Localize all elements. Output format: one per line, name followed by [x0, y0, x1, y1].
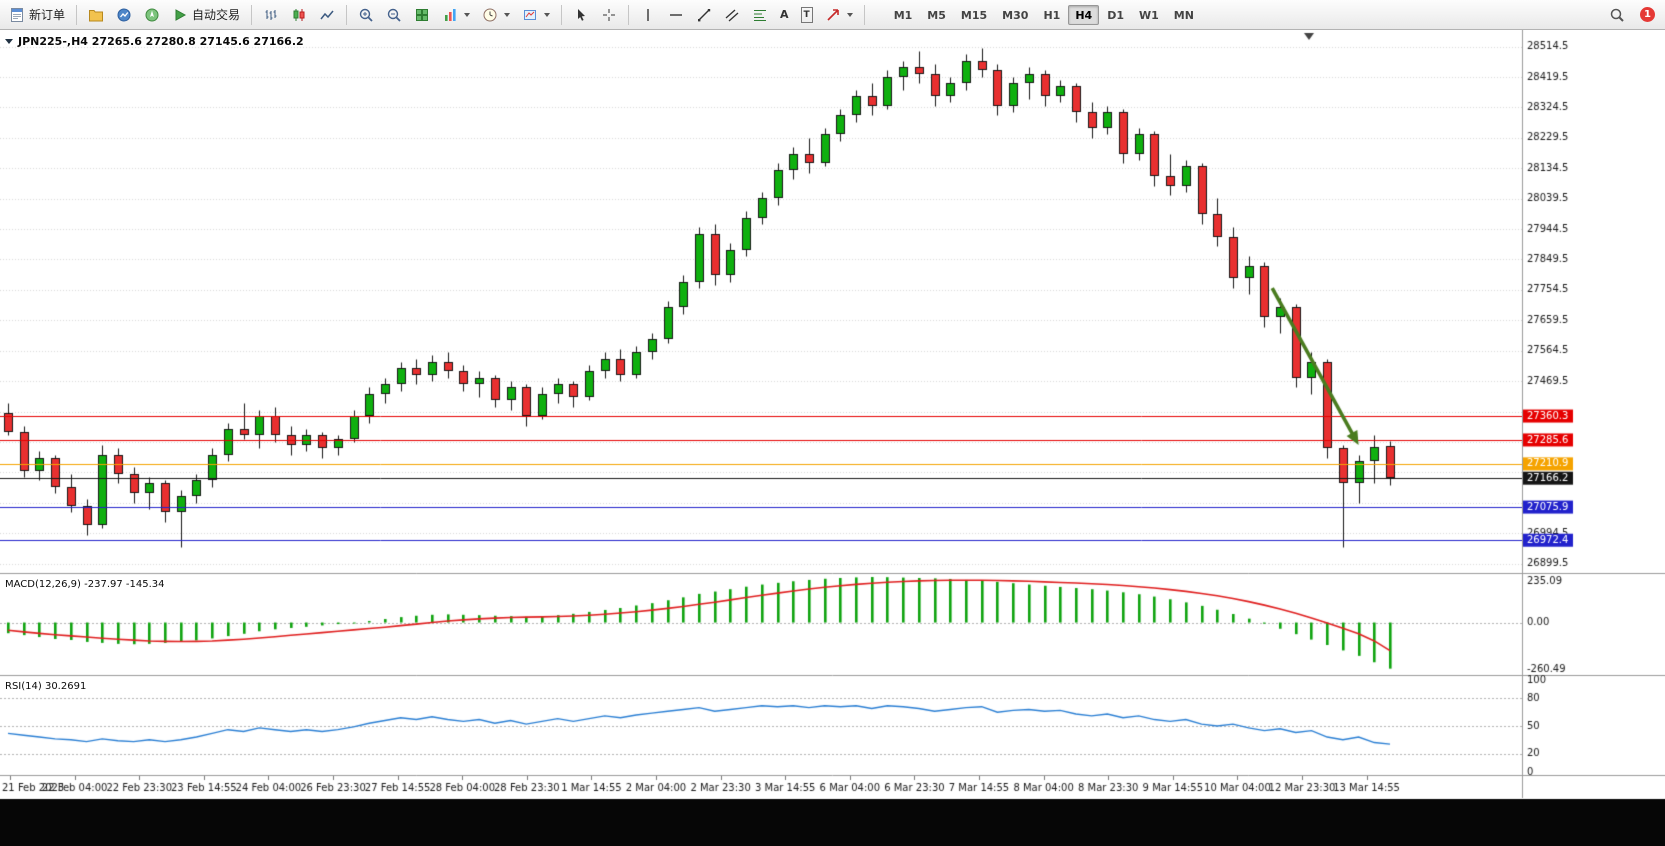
vertical-line-button[interactable]: [635, 3, 661, 26]
market-watch-icon: [117, 8, 131, 21]
timeframe-h4-button[interactable]: H4: [1068, 4, 1100, 25]
text-label-icon: T: [800, 6, 813, 23]
navigator-button[interactable]: [139, 3, 165, 26]
price-chart-canvas[interactable]: [0, 30, 1665, 846]
new-order-label: 新订单: [29, 8, 66, 22]
vertical-line-icon: [647, 8, 649, 21]
periods-button[interactable]: [477, 3, 515, 26]
channel-icon: [725, 9, 739, 21]
bar-chart-button[interactable]: [258, 3, 284, 26]
timeframe-m5-button[interactable]: M5: [927, 8, 946, 22]
template-chart-icon: [524, 9, 537, 20]
auto-trading-label: 自动交易: [192, 8, 241, 22]
horizontal-line-icon: [670, 13, 683, 16]
toolbar-right-cluster: 1: [1604, 3, 1661, 26]
market-watch-button[interactable]: [111, 3, 137, 26]
toolbar-separator: [863, 4, 865, 25]
chart-window: JPN225-,H4 27265.6 27280.8 27145.6 27166…: [0, 30, 1665, 846]
timeframe-m30-button[interactable]: M30: [1002, 8, 1029, 22]
zoom-in-button[interactable]: [353, 3, 379, 26]
clock-icon: [483, 8, 497, 21]
indicators-button[interactable]: [437, 3, 475, 26]
chevron-down-icon: [464, 12, 471, 17]
crosshair-icon: [603, 8, 616, 21]
timeframe-group: M1 M5 M15 M30 H1 H4 D1 W1 MN: [887, 4, 1201, 25]
crosshair-button[interactable]: [596, 3, 622, 26]
chevron-down-icon: [544, 12, 551, 17]
timeframe-w1-button[interactable]: W1: [1138, 8, 1159, 22]
toolbar-separator: [251, 4, 253, 25]
zoom-out-button[interactable]: [381, 3, 407, 26]
trendline-button[interactable]: [691, 3, 717, 26]
text-tool-button[interactable]: A: [775, 3, 794, 26]
trendline-icon: [698, 8, 711, 21]
search-icon: [1610, 8, 1624, 22]
timeframe-h1-button[interactable]: H1: [1043, 8, 1061, 22]
horizontal-line-button[interactable]: [663, 3, 689, 26]
chevron-down-icon: [504, 12, 511, 17]
zoom-out-icon: [387, 8, 401, 22]
timeframe-mn-button[interactable]: MN: [1173, 8, 1194, 22]
tile-windows-icon: [416, 8, 429, 21]
toolbar-separator: [346, 4, 348, 25]
order-form-icon: [11, 7, 23, 22]
line-chart-button[interactable]: [314, 3, 340, 26]
toolbar-separator: [628, 4, 630, 25]
candlestick-chart-icon: [293, 8, 305, 21]
arrow-tool-icon: [827, 8, 839, 21]
line-chart-icon: [320, 10, 334, 19]
arrows-button[interactable]: [820, 3, 858, 26]
text-tool-icon: A: [780, 7, 789, 21]
timeframe-m15-button[interactable]: M15: [960, 8, 988, 22]
timeframe-m1-button[interactable]: M1: [893, 8, 913, 22]
templates-button[interactable]: [517, 3, 555, 26]
auto-trading-button[interactable]: 自动交易: [167, 3, 245, 26]
channel-button[interactable]: [719, 3, 745, 26]
cursor-button[interactable]: [568, 3, 594, 26]
auto-trading-play-icon: [175, 8, 187, 21]
chevron-down-icon: [846, 12, 853, 17]
timeframe-d1-button[interactable]: D1: [1107, 8, 1124, 22]
toolbar-separator: [561, 4, 563, 25]
tile-windows-button[interactable]: [409, 3, 435, 26]
profiles-folder-icon: [89, 9, 104, 21]
navigator-icon: [145, 8, 159, 21]
toolbar-separator: [76, 4, 78, 25]
new-order-button[interactable]: 新订单: [4, 3, 70, 26]
profiles-button[interactable]: [83, 3, 109, 26]
cursor-icon: [578, 8, 586, 21]
zoom-in-icon: [359, 8, 373, 22]
fibonacci-icon: [754, 9, 767, 21]
search-button[interactable]: [1604, 3, 1630, 26]
candlestick-chart-button[interactable]: [286, 3, 312, 26]
text-label-button[interactable]: T: [796, 3, 818, 26]
main-toolbar: 新订单 自动交易: [0, 0, 1665, 30]
fibonacci-button[interactable]: [747, 3, 773, 26]
notification-badge[interactable]: 1: [1640, 7, 1655, 22]
bar-chart-icon: [265, 9, 277, 20]
indicators-icon: [445, 8, 456, 21]
